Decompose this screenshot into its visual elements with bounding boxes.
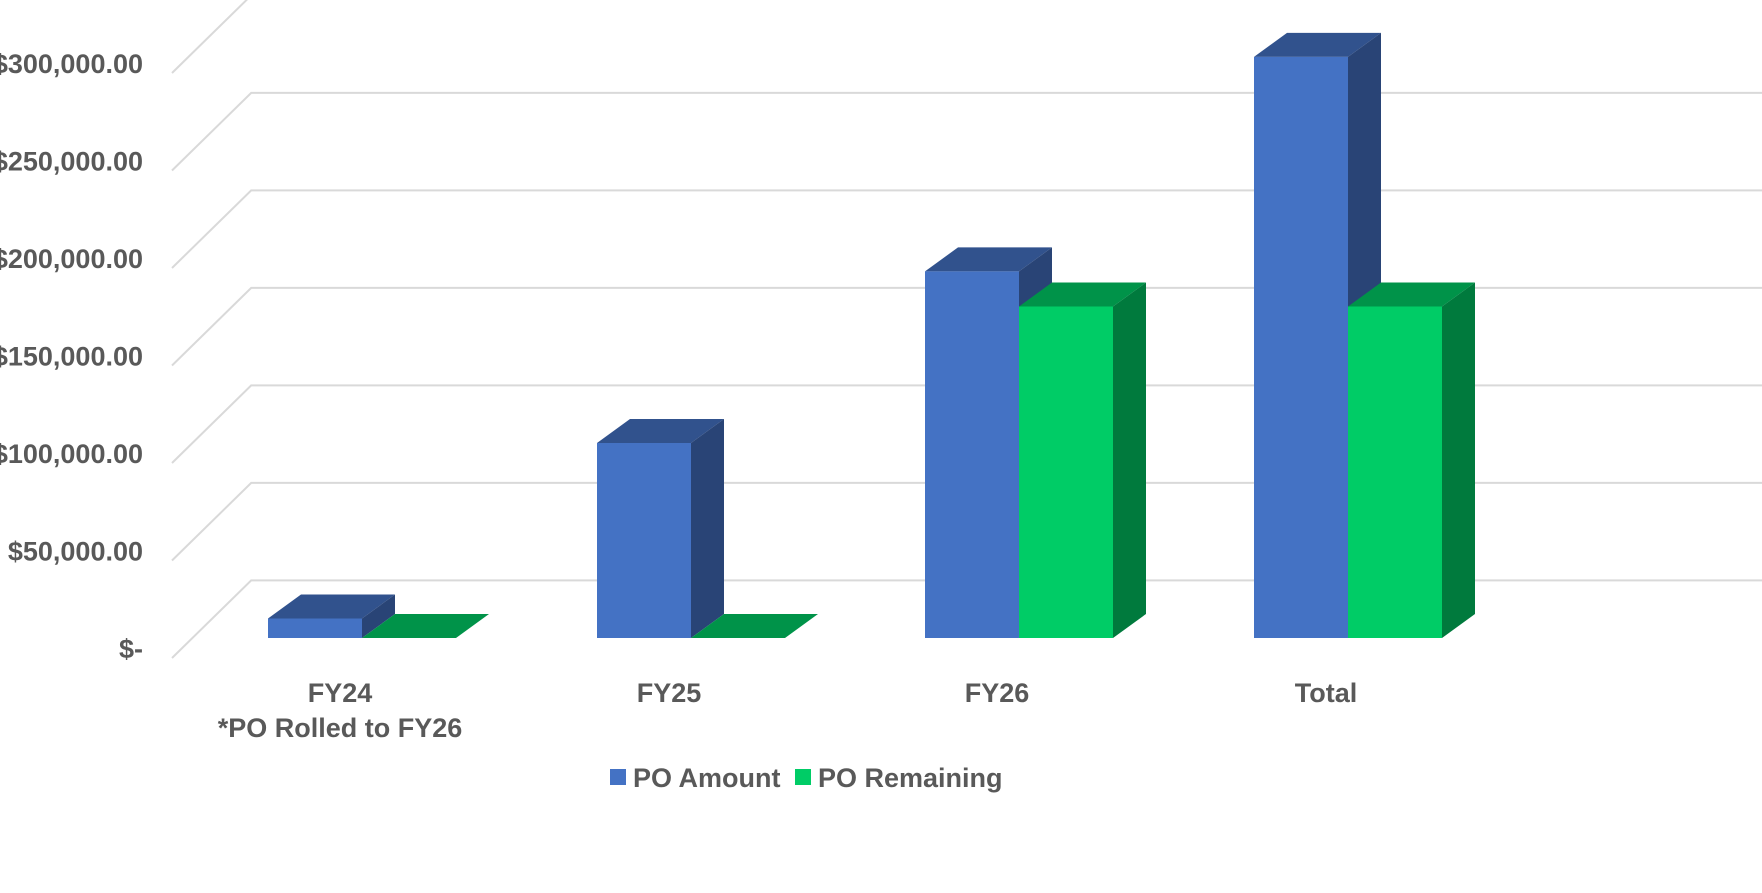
- y-tick-label: $-: [119, 634, 143, 664]
- legend-item-po-remaining: PO Remaining: [795, 763, 1003, 793]
- x-axis-category-labels: FY24 *PO Rolled to FY26 FY25 FY26 Total: [218, 678, 1358, 743]
- bar-po-remaining-fy25: [691, 614, 818, 638]
- bar-po-amount-fy25: [597, 419, 724, 638]
- gridline: [171, 91, 1762, 172]
- bar-po-amount-fy24: [268, 594, 395, 638]
- legend-item-po-amount: PO Amount: [610, 763, 781, 793]
- x-category-label: FY24: [308, 678, 373, 708]
- y-tick-label: $300,000.00: [0, 49, 143, 79]
- legend-swatch: [610, 769, 626, 785]
- y-tick-label: $100,000.00: [0, 439, 143, 469]
- bars: [268, 32, 1475, 638]
- bar-po-remaining-fy26: [1019, 282, 1146, 638]
- x-category-note: *PO Rolled to FY26: [218, 713, 463, 743]
- y-tick-label: $150,000.00: [0, 342, 143, 372]
- x-category-label: FY26: [965, 678, 1030, 708]
- y-tick-label: $50,000.00: [8, 537, 143, 567]
- x-category-label: FY25: [637, 678, 702, 708]
- legend-label: PO Remaining: [818, 763, 1003, 793]
- gridline: [171, 0, 248, 74]
- bar-po-remaining-total: [1348, 282, 1475, 638]
- legend: PO Amount PO Remaining: [610, 763, 1003, 793]
- bar-po-remaining-fy24: [362, 614, 489, 638]
- legend-swatch: [795, 769, 811, 785]
- y-tick-label: $200,000.00: [0, 244, 143, 274]
- y-axis-tick-labels: $- $50,000.00 $100,000.00 $150,000.00 $200,0…: [0, 49, 143, 664]
- legend-label: PO Amount: [633, 763, 781, 793]
- y-tick-label: $250,000.00: [0, 147, 143, 177]
- x-category-label: Total: [1295, 678, 1358, 708]
